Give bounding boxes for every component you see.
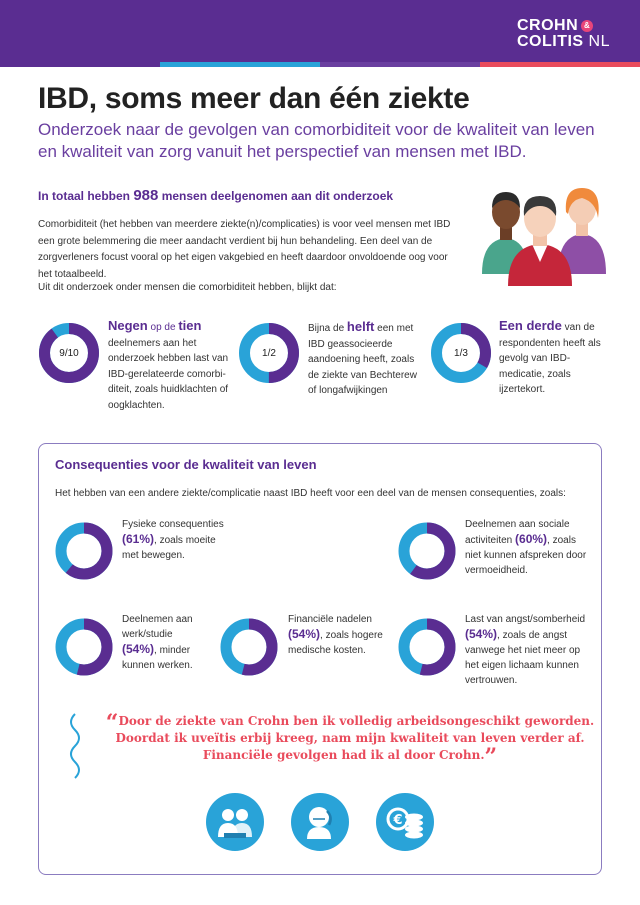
euro-coins-icon: € — [376, 793, 434, 851]
donut-label: 1/2 — [262, 347, 276, 359]
stat-one-of-two-text: Bijna de helft een met IBD geassocieerde… — [308, 319, 417, 396]
patient-quote: “Door de ziekte van Crohn ben ik volledi… — [105, 710, 595, 770]
header-stripe-purple — [0, 62, 160, 67]
wavy-line-decoration — [70, 713, 80, 779]
donut-label: 1/3 — [454, 347, 468, 359]
header-stripe-blue — [160, 62, 320, 67]
header-stripe-violet — [320, 62, 480, 67]
participant-total: In totaal hebben 988 mensen deelgenomen … — [38, 187, 394, 204]
consequence-financial-text: Financiële nadelen (54%), zoals hogere me… — [288, 614, 383, 656]
consequence-anxiety-text: Last van angst/somberheid (54%), zoals de… — [465, 614, 586, 686]
work-people-icon — [206, 793, 264, 851]
crohn-colitis-logo[interactable]: CROHN & COLITIS NL — [516, 17, 610, 50]
donut-financial — [220, 618, 278, 676]
svg-text:€: € — [392, 813, 402, 828]
consequence-social-text: Deelnemen aan sociale activiteiten (60%)… — [465, 519, 587, 576]
intro-paragraph: Comorbiditeit (het hebben van meerdere z… — [38, 219, 451, 280]
stat-nine-of-ten-text: Negen op de tien deelnemers aan het onde… — [108, 318, 229, 411]
donut-one-of-three: 1/3 — [430, 322, 492, 384]
worried-person-icon — [291, 793, 349, 851]
consequences-intro: Het hebben van een andere ziekte/complic… — [55, 488, 566, 499]
donut-physical — [55, 522, 113, 580]
donut-label: 9/10 — [59, 347, 79, 359]
stat-one-of-three-text: Een derde van de respondenten heeft als … — [499, 318, 601, 395]
consequences-title: Consequenties voor de kwaliteit van leve… — [55, 457, 317, 472]
donut-social — [398, 522, 456, 580]
donut-one-of-two: 1/2 — [238, 322, 300, 384]
header-bar: CROHN & COLITIS NL — [0, 0, 640, 62]
donut-anxiety — [398, 618, 456, 676]
page-subtitle: Onderzoek naar de gevolgen van comorbidi… — [38, 120, 595, 161]
consequence-physical-text: Fysieke consequenties (61%), zoals moeite… — [122, 519, 224, 561]
lead-sentence: Uit dit onderzoek onder mensen die comor… — [38, 282, 337, 293]
people-illustration — [482, 188, 606, 286]
donut-nine-of-ten: 9/10 — [38, 322, 100, 384]
page-title: IBD, soms meer dan één ziekte — [38, 82, 470, 115]
consequence-work-text: Deelnemen aan werk/studie (54%), minder k… — [122, 614, 193, 671]
header-stripe-red — [480, 62, 640, 67]
consequences-panel — [38, 443, 602, 875]
donut-work — [55, 618, 113, 676]
